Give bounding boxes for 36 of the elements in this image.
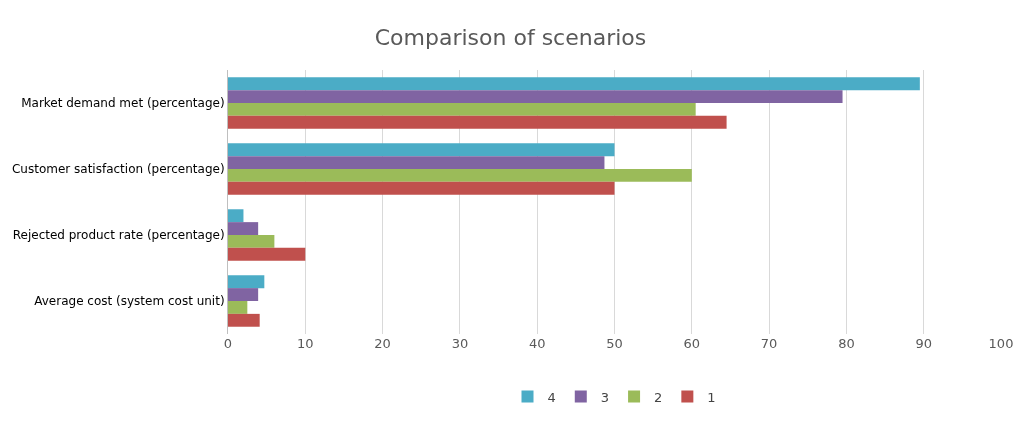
bar xyxy=(228,275,265,289)
x-tick-label: 50 xyxy=(606,336,623,351)
x-tick-label: 10 xyxy=(297,336,314,351)
legend-label: 3 xyxy=(600,389,610,405)
x-tick-label: 80 xyxy=(838,336,855,351)
x-tick-label: 90 xyxy=(915,336,932,351)
bar xyxy=(228,143,615,157)
bar xyxy=(228,169,692,182)
bar xyxy=(228,77,920,91)
chart-title: Comparison of scenarios xyxy=(374,25,647,51)
y-tick-label: Rejected product rate (percentage) xyxy=(12,228,225,243)
bar xyxy=(228,247,306,261)
x-tick-label: 100 xyxy=(988,336,1014,351)
bar xyxy=(228,222,259,235)
x-tick-label: 0 xyxy=(223,336,233,351)
x-tick-label: 70 xyxy=(760,336,778,351)
x-tick-label: 40 xyxy=(528,336,546,351)
bar xyxy=(228,235,275,248)
y-tick-label: Customer satisfaction (percentage) xyxy=(11,162,225,177)
x-tick-label: 30 xyxy=(451,336,469,351)
bar xyxy=(228,301,248,314)
x-tick-label: 60 xyxy=(683,336,701,351)
legend-label: 1 xyxy=(707,389,716,405)
bar xyxy=(228,288,259,301)
bar xyxy=(228,181,615,195)
bar xyxy=(228,313,260,327)
bar xyxy=(228,90,843,103)
bar xyxy=(228,156,605,169)
x-tick-label: 20 xyxy=(374,336,391,351)
y-tick-label: Market demand met (percentage) xyxy=(21,96,225,111)
legend-label: 2 xyxy=(654,389,663,405)
bar xyxy=(228,209,244,223)
y-tick-label: Average cost (system cost unit) xyxy=(34,294,225,309)
bar xyxy=(228,103,696,116)
legend-label: 4 xyxy=(547,389,556,405)
bar xyxy=(228,115,727,129)
